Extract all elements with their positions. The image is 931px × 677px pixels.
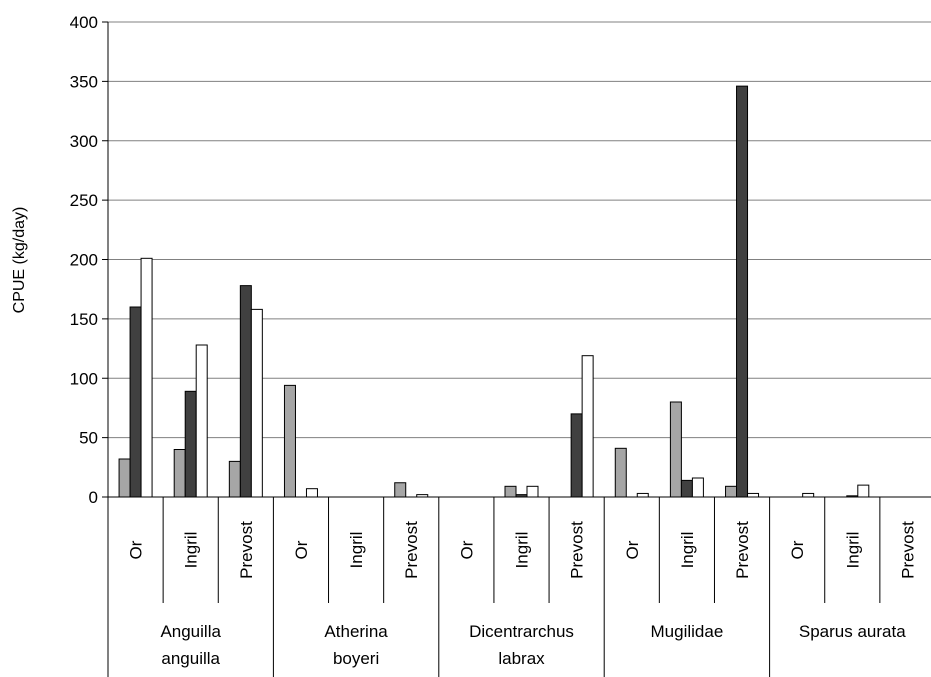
y-axis-title: CPUE (kg/day) bbox=[11, 207, 28, 314]
bar bbox=[129, 306, 142, 498]
category-label: Ingril bbox=[678, 532, 697, 569]
category-label: Or bbox=[292, 540, 311, 559]
bar bbox=[669, 401, 682, 498]
category-label: Ingril bbox=[513, 532, 532, 569]
category-label: Or bbox=[127, 540, 146, 559]
group-label: anguilla bbox=[161, 649, 220, 668]
group-label: Sparus aurata bbox=[799, 622, 906, 641]
category-label: Ingril bbox=[182, 532, 201, 569]
category-label: Prevost bbox=[402, 521, 421, 579]
group-label: Dicentrarchus bbox=[469, 622, 574, 641]
y-tick-label: 100 bbox=[70, 369, 98, 388]
y-tick-label: 300 bbox=[70, 132, 98, 151]
bar bbox=[802, 492, 815, 498]
category-label: Prevost bbox=[237, 521, 256, 579]
y-tick-label: 400 bbox=[70, 13, 98, 32]
category-label: Prevost bbox=[568, 521, 587, 579]
bar bbox=[526, 485, 539, 498]
bar bbox=[250, 308, 263, 498]
bar bbox=[725, 485, 738, 498]
bar bbox=[283, 384, 296, 498]
y-tick-label: 350 bbox=[70, 72, 98, 91]
bar bbox=[736, 85, 749, 498]
category-label: Or bbox=[623, 540, 642, 559]
gridlines bbox=[108, 21, 931, 439]
y-tick-labels: 0 50 100 150 200 250 300 350 400 bbox=[70, 13, 98, 507]
category-label: Or bbox=[788, 540, 807, 559]
bar bbox=[680, 479, 693, 498]
y-tick-label: 250 bbox=[70, 191, 98, 210]
bar bbox=[118, 458, 131, 498]
bar bbox=[747, 492, 760, 498]
group-label: labrax bbox=[498, 649, 545, 668]
bar bbox=[504, 485, 517, 498]
group-label: boyeri bbox=[333, 649, 379, 668]
y-tick-label: 150 bbox=[70, 310, 98, 329]
category-label: Prevost bbox=[733, 521, 752, 579]
category-label: Or bbox=[457, 540, 476, 559]
bar bbox=[195, 344, 208, 498]
category-label: Ingril bbox=[347, 532, 366, 569]
bar bbox=[570, 413, 583, 498]
category-label: Prevost bbox=[898, 521, 917, 579]
bar bbox=[857, 484, 870, 498]
group-label: Atherina bbox=[324, 622, 388, 641]
bar bbox=[581, 355, 594, 498]
bar bbox=[173, 449, 186, 498]
bar bbox=[305, 488, 318, 498]
group-label: Anguilla bbox=[160, 622, 221, 641]
bar bbox=[140, 257, 153, 498]
bar bbox=[394, 482, 407, 498]
bars bbox=[118, 85, 870, 498]
group-label: Mugilidae bbox=[651, 622, 724, 641]
x-category-labels: Or Ingril Prevost Anguilla anguilla Or Ingril P… bbox=[127, 521, 918, 668]
axes bbox=[102, 21, 931, 677]
bar bbox=[614, 447, 627, 498]
bar bbox=[636, 492, 649, 498]
bar bbox=[228, 460, 241, 498]
y-tick-label: 50 bbox=[79, 429, 98, 448]
bar bbox=[239, 285, 252, 498]
bar bbox=[184, 390, 197, 498]
bar bbox=[691, 477, 704, 498]
y-tick-label: 200 bbox=[70, 251, 98, 270]
y-tick-label: 0 bbox=[89, 488, 98, 507]
category-label: Ingril bbox=[843, 532, 862, 569]
